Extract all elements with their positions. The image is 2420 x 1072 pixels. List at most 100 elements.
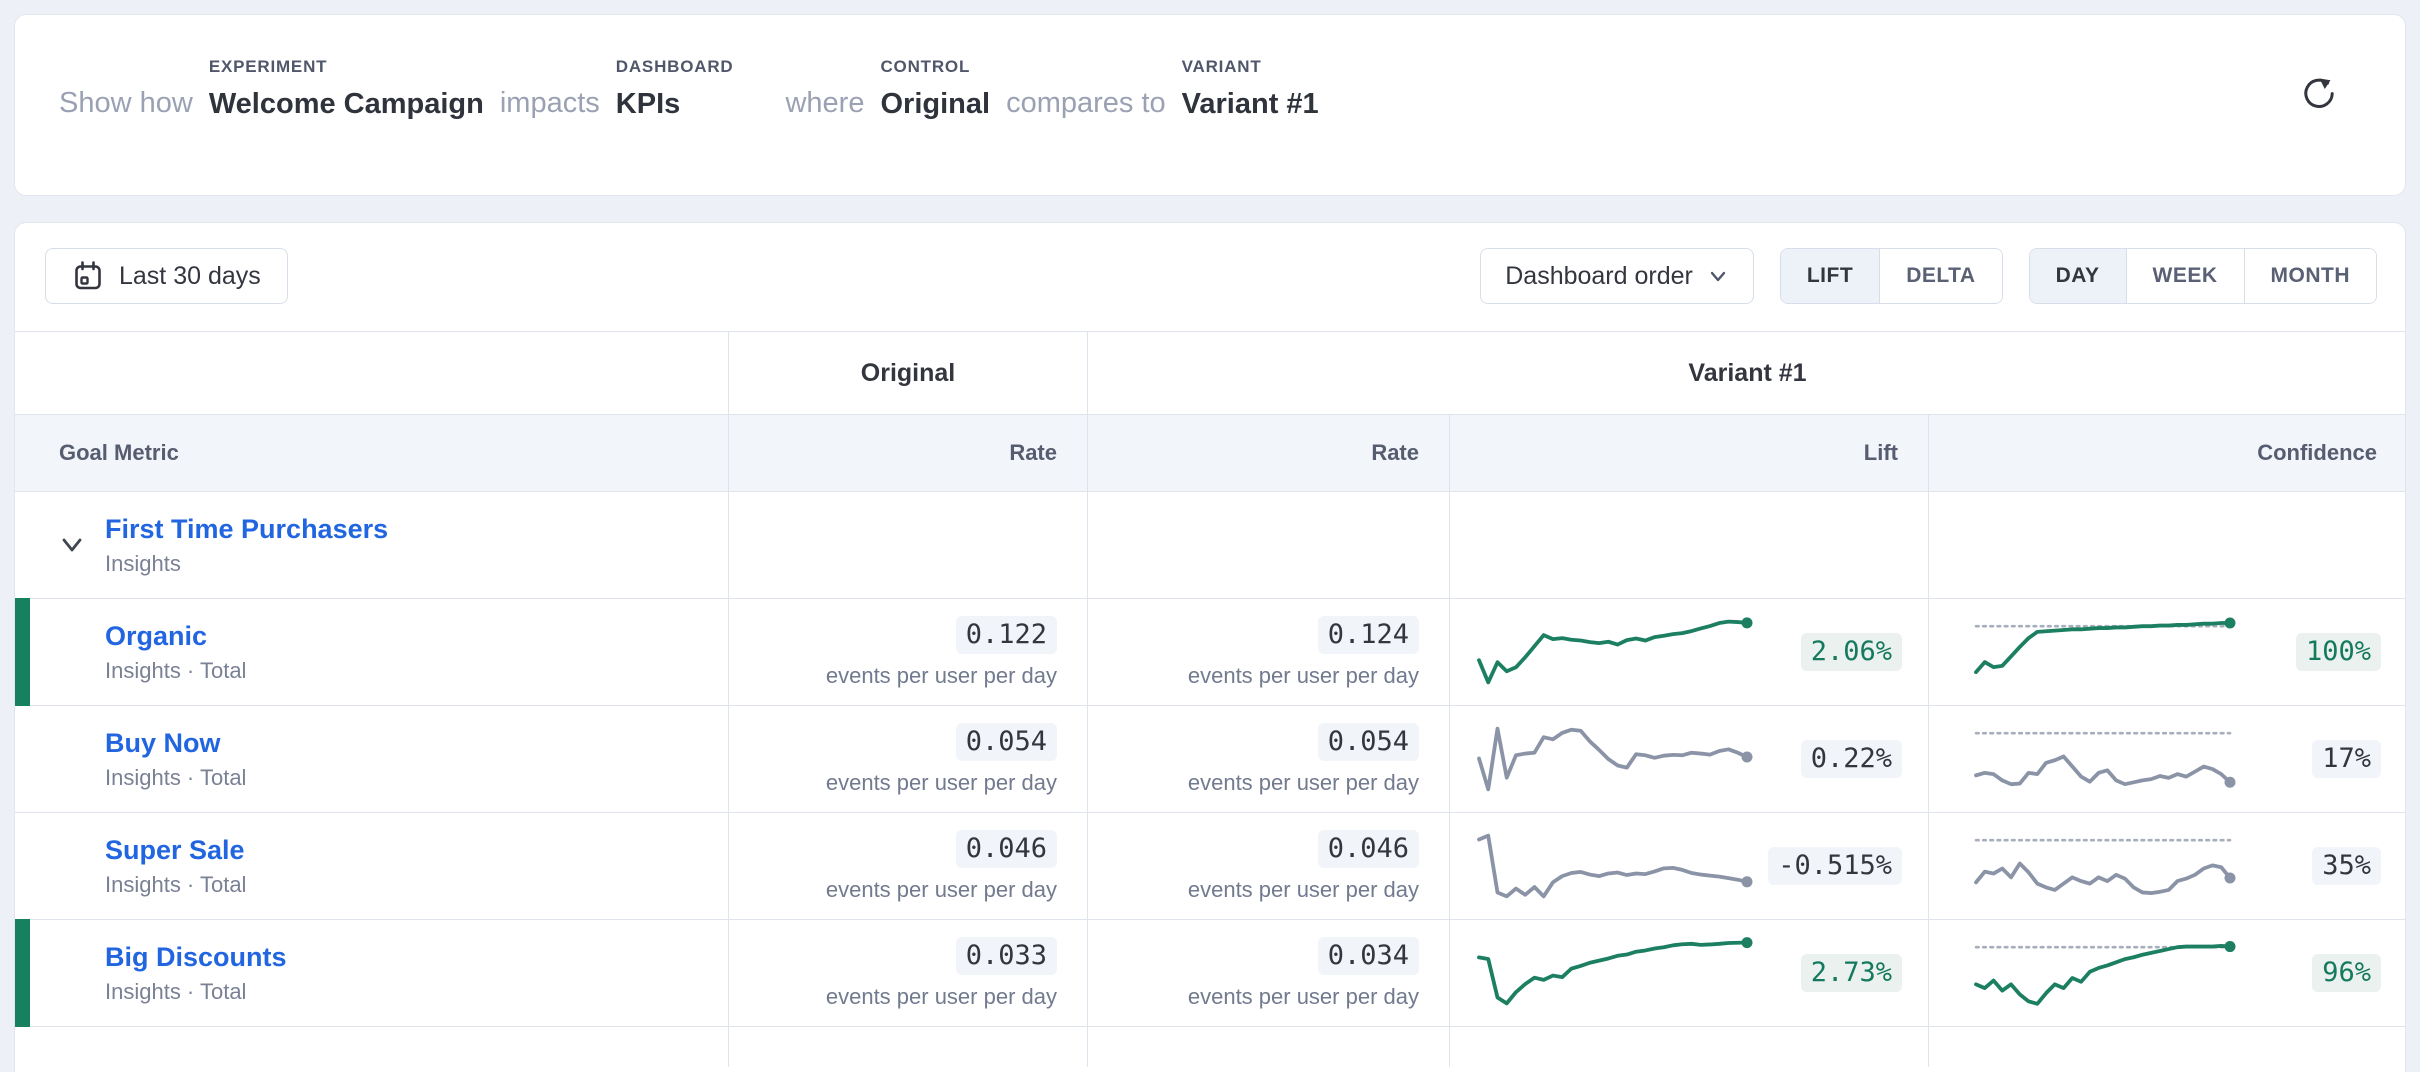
dashboard-order-label: Dashboard order <box>1505 261 1693 290</box>
date-range-button[interactable]: Last 30 days <box>45 248 288 304</box>
metric-link[interactable]: Super Sale <box>105 835 245 865</box>
variant-rate-value: 0.046 <box>1317 829 1419 868</box>
original-rate-cell: 0.054 events per user per day <box>729 706 1088 812</box>
variant-label: VARIANT <box>1181 57 1262 76</box>
control-label: CONTROL <box>880 57 971 76</box>
goal-metric-spacer <box>15 332 729 414</box>
empty-cell <box>729 492 1088 598</box>
variant-rate-cell: 0.034 events per user per day <box>1088 920 1450 1026</box>
impacts-text: impacts <box>499 87 600 119</box>
experiment-selector[interactable]: EXPERIMENT Welcome Campaign <box>209 57 484 124</box>
variant-rate-column-header: Rate <box>1088 415 1450 491</box>
chevron-down-icon <box>1710 271 1726 282</box>
original-rate-column-header: Rate <box>729 415 1088 491</box>
confidence-value: 17% <box>2312 740 2381 778</box>
date-range-label: Last 30 days <box>119 261 261 290</box>
variant-rate-cell: 0.046 events per user per day <box>1088 813 1450 919</box>
segment-lift[interactable]: LIFT <box>1780 249 1881 303</box>
lift-value: 2.06% <box>1800 633 1902 671</box>
variant-rate-cell: 0.054 events per user per day <box>1088 706 1450 812</box>
metric-row-super-sale: Super Sale Insights · Total 0.046 events… <box>15 813 2405 920</box>
calendar-icon <box>75 261 101 290</box>
lift-cell: 2.06% <box>1450 599 1929 705</box>
confidence-cell: 100% <box>1929 599 2405 705</box>
column-header-row: Goal Metric Rate Rate Lift Confidence <box>15 415 2405 492</box>
variant-rate-value: 0.054 <box>1317 722 1419 761</box>
confidence-cell: 17% <box>1929 706 2405 812</box>
rate-unit: events per user per day <box>1187 983 1419 1009</box>
toolbar-right: Dashboard order LIFT DELTA DAY WEEK MONT… <box>1480 248 2377 304</box>
rate-unit: events per user per day <box>825 983 1057 1009</box>
original-rate-cell: 0.033 events per user per day <box>729 920 1088 1026</box>
lift-cell: -0.515% <box>1450 813 1929 919</box>
confidence-sparkline <box>1974 838 2236 895</box>
report-card: Last 30 days Dashboard order LIFT DELTA … <box>14 222 2406 1072</box>
empty-cell <box>1929 492 2405 598</box>
variant-value[interactable]: Variant #1 <box>1181 88 1319 120</box>
compares-to-text: compares to <box>1006 87 1166 119</box>
granularity-toggle: DAY WEEK MONTH <box>2028 248 2377 304</box>
lift-value: -0.515% <box>1768 847 1902 885</box>
confidence-column-header: Confidence <box>2257 440 2377 465</box>
query-sentence: Show how EXPERIMENT Welcome Campaign imp… <box>59 57 1319 124</box>
where-text: where <box>785 87 865 119</box>
original-rate-cell: 0.046 events per user per day <box>729 813 1088 919</box>
lift-delta-toggle: LIFT DELTA <box>1779 248 2003 304</box>
variant-header-row: Original Variant #1 <box>15 331 2405 415</box>
confidence-sparkline <box>1974 941 2236 1006</box>
empty-cell <box>1929 1027 2405 1067</box>
rate-unit: events per user per day <box>1187 662 1419 688</box>
empty-cell <box>1450 492 1929 598</box>
metric-name-cell: Big Discounts Insights · Total <box>15 920 729 1026</box>
original-rate-value: 0.046 <box>955 829 1057 868</box>
segment-week[interactable]: WEEK <box>2126 249 2245 303</box>
rate-unit: events per user per day <box>825 662 1057 688</box>
original-rate-cell: 0.122 events per user per day <box>729 599 1088 705</box>
original-rate-value: 0.033 <box>955 936 1057 975</box>
rate-unit: events per user per day <box>1187 876 1419 902</box>
metric-link[interactable]: Big Discounts <box>105 942 287 972</box>
lift-sparkline <box>1477 726 1753 792</box>
lift-cell: 0.22% <box>1450 706 1929 812</box>
control-value[interactable]: Original <box>880 88 991 120</box>
metric-link[interactable]: Organic <box>105 621 208 651</box>
segment-month[interactable]: MONTH <box>2244 249 2376 303</box>
confidence-cell: 96% <box>1929 920 2405 1026</box>
confidence-value: 96% <box>2312 954 2381 992</box>
group-name-cell: First Time Purchasers Insights <box>15 492 729 598</box>
variant-selector[interactable]: VARIANT Variant #1 <box>1182 57 1319 124</box>
metric-row-buy-now: Buy Now Insights · Total 0.054 events pe… <box>15 706 2405 813</box>
dashboard-label: DASHBOARD <box>615 57 734 76</box>
lift-column-header: Lift <box>1450 415 1929 491</box>
rate-unit: events per user per day <box>825 769 1057 795</box>
variant-rate-value: 0.034 <box>1317 936 1419 975</box>
refresh-button[interactable] <box>2297 71 2341 115</box>
dashboard-order-dropdown[interactable]: Dashboard order <box>1480 248 1754 304</box>
variant-rate-cell: 0.124 events per user per day <box>1088 599 1450 705</box>
collapse-chevron-icon[interactable] <box>57 532 87 558</box>
variant-rate-value: 0.124 <box>1317 615 1419 654</box>
group-metric-link[interactable]: First Time Purchasers <box>105 514 389 544</box>
metric-name-cell: Super Sale Insights · Total <box>15 813 729 919</box>
rate-unit: events per user per day <box>1187 769 1419 795</box>
empty-cell <box>1450 1027 1929 1067</box>
show-how-text: Show how <box>59 87 193 119</box>
lift-value: 0.22% <box>1800 740 1902 778</box>
goal-metric-column-header: Goal Metric <box>15 415 729 491</box>
dashboard-selector[interactable]: DASHBOARD KPIs <box>616 57 734 124</box>
segment-day[interactable]: DAY <box>2029 249 2127 303</box>
metric-name-cell: Organic Insights · Total <box>15 599 729 705</box>
experiment-value[interactable]: Welcome Campaign <box>208 88 484 120</box>
metric-subtitle: Insights · Total <box>105 765 247 790</box>
partial-next-row <box>15 1027 2405 1067</box>
segment-delta[interactable]: DELTA <box>1880 249 2002 303</box>
confidence-value: 100% <box>2295 633 2381 671</box>
metric-subtitle: Insights · Total <box>105 979 247 1004</box>
variant-group-header: Variant #1 <box>1688 358 1807 387</box>
metric-name-cell: Buy Now Insights · Total <box>15 706 729 812</box>
query-builder-card: Show how EXPERIMENT Welcome Campaign imp… <box>14 14 2406 196</box>
dashboard-value[interactable]: KPIs <box>615 88 681 120</box>
metric-link[interactable]: Buy Now <box>105 728 221 758</box>
control-selector[interactable]: CONTROL Original <box>880 57 990 124</box>
empty-cell <box>1088 1027 1450 1067</box>
